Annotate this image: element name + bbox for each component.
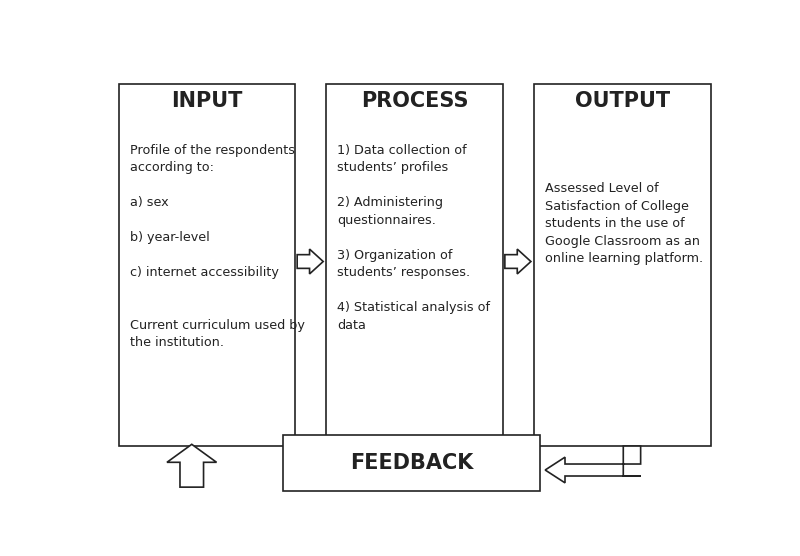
Bar — [326, 84, 503, 445]
Polygon shape — [545, 446, 641, 483]
Polygon shape — [505, 249, 531, 274]
Text: Assessed Level of
Satisfaction of College
students in the use of
Google Classroo: Assessed Level of Satisfaction of Colleg… — [545, 182, 703, 265]
Text: OUTPUT: OUTPUT — [574, 91, 670, 111]
Text: 1) Data collection of
students’ profiles

2) Administering
questionnaires.

3) O: 1) Data collection of students’ profiles… — [338, 144, 490, 332]
Text: PROCESS: PROCESS — [361, 91, 469, 111]
Bar — [283, 435, 540, 490]
Polygon shape — [297, 249, 323, 274]
Polygon shape — [167, 444, 217, 487]
Text: FEEDBACK: FEEDBACK — [350, 453, 474, 473]
Bar — [534, 84, 710, 445]
Text: INPUT: INPUT — [171, 91, 242, 111]
Bar — [118, 84, 295, 445]
Text: Profile of the respondents
according to:

a) sex

b) year-level

c) internet acc: Profile of the respondents according to:… — [130, 144, 305, 349]
